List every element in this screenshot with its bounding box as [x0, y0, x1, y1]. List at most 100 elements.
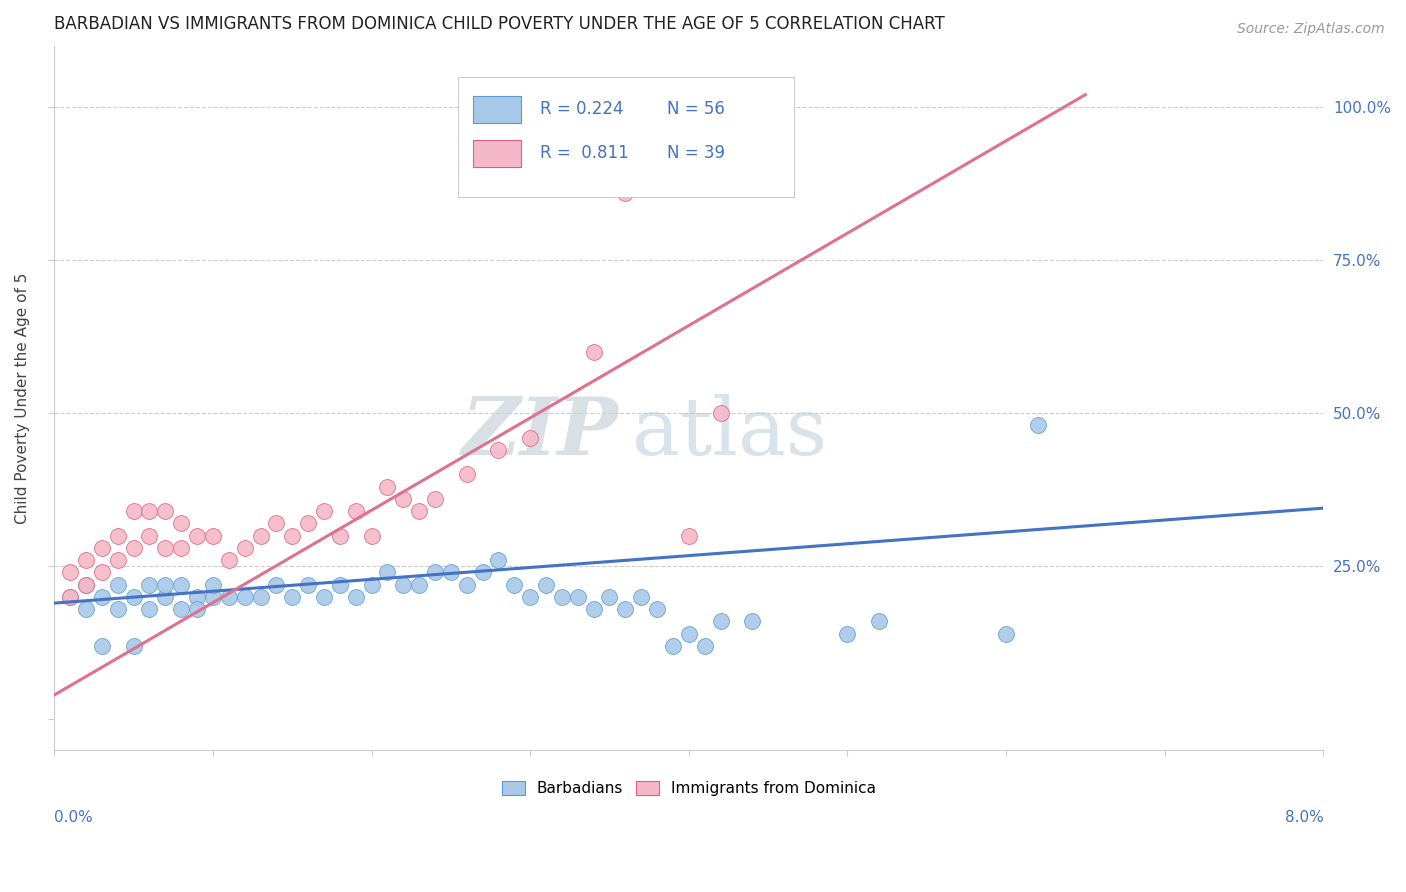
- Point: [170, 602, 193, 616]
- Point: [678, 626, 700, 640]
- Point: [488, 442, 510, 457]
- Point: [107, 529, 129, 543]
- Text: 0.0%: 0.0%: [55, 810, 93, 825]
- Point: [312, 590, 335, 604]
- Point: [186, 529, 208, 543]
- Point: [408, 504, 430, 518]
- Point: [344, 590, 367, 604]
- Point: [75, 553, 97, 567]
- Point: [186, 590, 208, 604]
- Point: [1026, 418, 1049, 433]
- Point: [90, 590, 112, 604]
- Point: [122, 639, 145, 653]
- Point: [249, 590, 271, 604]
- Text: ZIP: ZIP: [463, 394, 619, 472]
- Point: [662, 639, 685, 653]
- Point: [567, 590, 589, 604]
- Text: R =  0.811: R = 0.811: [540, 144, 628, 162]
- Point: [598, 590, 620, 604]
- Point: [186, 602, 208, 616]
- Point: [201, 529, 224, 543]
- Point: [837, 626, 859, 640]
- Point: [329, 578, 352, 592]
- Point: [408, 578, 430, 592]
- Point: [218, 553, 240, 567]
- Point: [297, 516, 319, 531]
- Point: [344, 504, 367, 518]
- Point: [709, 406, 731, 420]
- Text: 8.0%: 8.0%: [1285, 810, 1323, 825]
- Point: [122, 504, 145, 518]
- Point: [868, 615, 890, 629]
- Point: [297, 578, 319, 592]
- Point: [170, 541, 193, 555]
- Point: [995, 626, 1018, 640]
- Point: [138, 602, 160, 616]
- Point: [138, 578, 160, 592]
- Point: [423, 566, 446, 580]
- Point: [233, 590, 256, 604]
- Point: [614, 602, 637, 616]
- Text: N = 56: N = 56: [668, 100, 725, 118]
- Legend: Barbadians, Immigrants from Dominica: Barbadians, Immigrants from Dominica: [496, 774, 882, 802]
- Point: [582, 602, 605, 616]
- Point: [534, 578, 557, 592]
- Point: [471, 566, 494, 580]
- Point: [155, 541, 177, 555]
- Point: [59, 590, 82, 604]
- Text: R = 0.224: R = 0.224: [540, 100, 624, 118]
- Point: [645, 602, 668, 616]
- Text: Source: ZipAtlas.com: Source: ZipAtlas.com: [1237, 22, 1385, 37]
- Text: BARBADIAN VS IMMIGRANTS FROM DOMINICA CHILD POVERTY UNDER THE AGE OF 5 CORRELATI: BARBADIAN VS IMMIGRANTS FROM DOMINICA CH…: [55, 15, 945, 33]
- Point: [693, 639, 716, 653]
- Point: [377, 566, 399, 580]
- Point: [155, 590, 177, 604]
- Point: [281, 590, 304, 604]
- Point: [392, 578, 415, 592]
- Point: [392, 491, 415, 506]
- Point: [456, 578, 478, 592]
- Point: [488, 553, 510, 567]
- Point: [122, 541, 145, 555]
- Point: [281, 529, 304, 543]
- Point: [138, 529, 160, 543]
- Point: [582, 345, 605, 359]
- Point: [360, 529, 382, 543]
- Point: [201, 578, 224, 592]
- Point: [456, 467, 478, 482]
- Point: [709, 615, 731, 629]
- Point: [614, 186, 637, 200]
- Point: [423, 491, 446, 506]
- Text: atlas: atlas: [631, 394, 827, 472]
- Point: [59, 590, 82, 604]
- Point: [170, 578, 193, 592]
- Point: [59, 566, 82, 580]
- Point: [249, 529, 271, 543]
- Point: [233, 541, 256, 555]
- Point: [90, 639, 112, 653]
- FancyBboxPatch shape: [472, 140, 522, 167]
- Point: [75, 578, 97, 592]
- Point: [266, 578, 288, 592]
- Point: [360, 578, 382, 592]
- Text: N = 39: N = 39: [668, 144, 725, 162]
- Point: [122, 590, 145, 604]
- Point: [155, 504, 177, 518]
- Point: [75, 578, 97, 592]
- FancyBboxPatch shape: [458, 78, 794, 197]
- Point: [503, 578, 526, 592]
- Point: [630, 590, 652, 604]
- Point: [90, 566, 112, 580]
- Point: [90, 541, 112, 555]
- Point: [107, 602, 129, 616]
- Point: [218, 590, 240, 604]
- Point: [551, 590, 574, 604]
- FancyBboxPatch shape: [472, 95, 522, 123]
- Point: [170, 516, 193, 531]
- Point: [155, 578, 177, 592]
- Point: [75, 602, 97, 616]
- Point: [377, 480, 399, 494]
- Point: [519, 431, 541, 445]
- Point: [741, 615, 763, 629]
- Point: [107, 578, 129, 592]
